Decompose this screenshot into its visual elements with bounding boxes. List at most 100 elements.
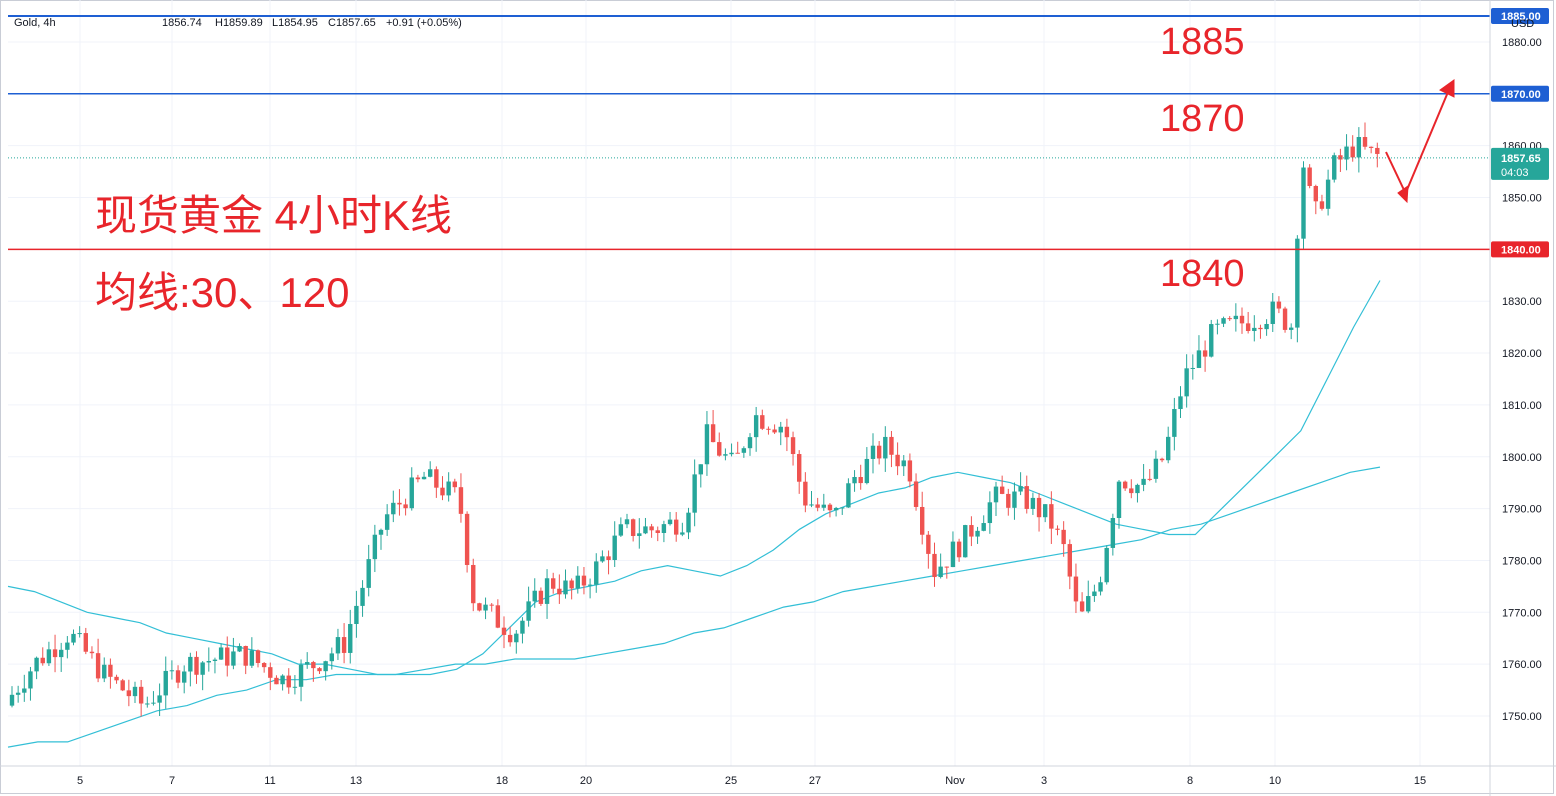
candle-body <box>317 668 322 672</box>
candle-body <box>1147 478 1152 480</box>
candle-body <box>175 670 181 683</box>
candle-body <box>22 688 27 693</box>
candle-body <box>329 653 334 662</box>
candle-body <box>1092 591 1097 597</box>
candle-body <box>741 448 747 453</box>
candle-body <box>440 487 445 496</box>
candle-body <box>114 676 119 681</box>
candle-body <box>151 702 156 704</box>
symbol-label: Gold, 4h <box>14 17 56 29</box>
candle-body <box>963 525 968 558</box>
candle-body <box>1350 146 1355 158</box>
candle-body <box>348 623 353 653</box>
candle-body <box>1012 491 1017 508</box>
candle-body <box>618 524 624 536</box>
ohlc-legend: Gold, 4h 1856.74 H1859.89 L1854.95 C1857… <box>14 17 462 29</box>
y-tick-label: 1820.00 <box>1502 348 1542 360</box>
candle-body <box>889 436 894 455</box>
candle-body <box>206 660 211 663</box>
candle-body <box>1172 409 1177 437</box>
candle-body <box>182 671 187 683</box>
candle-body <box>729 452 734 455</box>
candle-body <box>1190 367 1195 369</box>
candle-body <box>661 524 667 533</box>
candle-body <box>680 532 685 535</box>
y-tick-label: 1750.00 <box>1502 711 1542 723</box>
candle-body <box>1018 486 1023 492</box>
x-tick-label: 15 <box>1414 775 1426 787</box>
candle-body <box>1227 318 1232 320</box>
time-axis[interactable]: 5 7 11 13 18 20 25 27 Nov 3 8 10 15 <box>77 775 1426 787</box>
up-arrow-head <box>1439 79 1455 98</box>
ma30-line <box>7 280 1381 676</box>
candle-body <box>126 690 132 697</box>
candle-body <box>59 649 64 658</box>
candle-body <box>34 657 39 672</box>
price-axis[interactable]: 1750.00 1760.00 1770.00 1780.00 1790.00 1800.… <box>1502 37 1542 723</box>
candle-body <box>938 566 943 578</box>
candle-body <box>956 541 962 558</box>
candle-body <box>415 477 421 480</box>
up-arrow <box>1403 91 1449 198</box>
candle-body <box>1258 327 1263 330</box>
candle-body <box>1196 350 1202 368</box>
candle-body <box>883 436 888 459</box>
candle-body <box>1153 458 1159 479</box>
currency-label: USD <box>1511 18 1534 30</box>
candle-body <box>1055 528 1060 530</box>
candle-body <box>563 580 568 595</box>
candle-body <box>274 677 279 685</box>
candle-body <box>624 519 630 525</box>
candle-body <box>1067 544 1072 577</box>
y-tick-label: 1850.00 <box>1502 193 1542 205</box>
candle-body <box>815 504 820 508</box>
candle-body <box>932 553 937 578</box>
candle-body <box>778 426 783 433</box>
candle-body <box>674 519 679 535</box>
candle-body <box>858 476 863 484</box>
candle-body <box>391 502 396 515</box>
close-value: C1857.65 <box>328 17 376 29</box>
candle-body <box>797 454 802 482</box>
candle-body <box>637 533 642 536</box>
price-tag-label: 1840.00 <box>1501 244 1541 256</box>
candle-body <box>15 692 21 695</box>
candle-body <box>944 566 949 568</box>
candle-body <box>102 664 107 679</box>
candle-body <box>1282 308 1288 330</box>
candle-body <box>993 486 999 503</box>
candle-body <box>194 656 199 675</box>
x-tick-label: 20 <box>580 775 592 787</box>
candle-body <box>1313 185 1318 202</box>
candle-body <box>784 426 790 438</box>
candle-body <box>83 633 88 652</box>
candle-body <box>1368 146 1374 148</box>
candle-body <box>1356 137 1362 158</box>
change-value: +0.91 (+0.05%) <box>386 17 462 29</box>
candle-body <box>231 651 236 666</box>
candle-body <box>895 454 900 467</box>
x-tick-label: 18 <box>496 775 508 787</box>
candle-body <box>1079 601 1085 612</box>
candle-body <box>421 476 427 480</box>
candle-body <box>1049 504 1054 529</box>
candle-body <box>557 588 562 595</box>
candle-body <box>428 469 433 477</box>
candle-body <box>477 603 482 611</box>
candle-body <box>280 675 285 685</box>
candle-body <box>1135 484 1140 494</box>
candle-body <box>950 541 956 568</box>
candle-body <box>1332 155 1337 180</box>
candle-body <box>852 476 857 484</box>
candle-body <box>507 634 513 643</box>
candle-body <box>237 645 242 652</box>
candle-body <box>698 464 703 475</box>
y-tick-label: 1800.00 <box>1502 452 1542 464</box>
candle-body <box>1375 147 1380 154</box>
candle-body <box>1307 167 1312 186</box>
candle-body <box>360 587 365 606</box>
candle-body <box>169 670 175 672</box>
candle-body <box>188 656 193 672</box>
ma-annotation: 均线:30、120 <box>95 269 349 316</box>
